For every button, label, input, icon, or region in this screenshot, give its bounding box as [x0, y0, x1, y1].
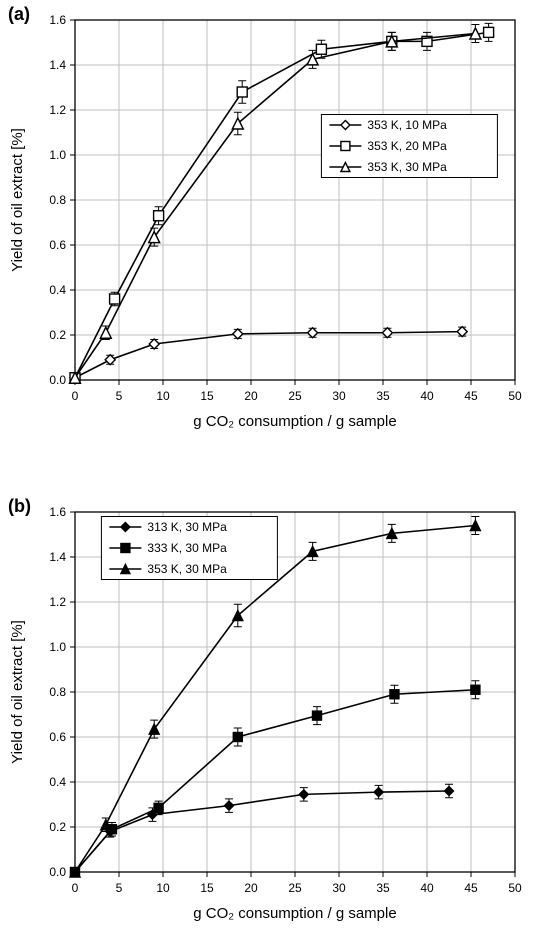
svg-text:45: 45 — [464, 389, 478, 403]
svg-text:0.4: 0.4 — [49, 283, 66, 297]
svg-text:1.6: 1.6 — [49, 13, 66, 27]
svg-text:50: 50 — [508, 881, 522, 895]
svg-text:1.0: 1.0 — [49, 640, 66, 654]
svg-text:25: 25 — [288, 389, 302, 403]
svg-text:30: 30 — [332, 389, 346, 403]
panel-b: (b) 0 5 10 15 20 25 30 35 40 45 50 0.0 0.2 0.4 0.6 0.8 1… — [0, 492, 536, 952]
svg-text:0.4: 0.4 — [49, 775, 66, 789]
svg-text:g CO₂ consumption / g sample: g CO₂ consumption / g sample — [193, 905, 396, 922]
svg-text:353 K, 30 MPa: 353 K, 30 MPa — [367, 160, 447, 174]
svg-text:353 K, 30 MPa: 353 K, 30 MPa — [147, 562, 227, 576]
svg-text:40: 40 — [420, 881, 434, 895]
svg-text:50: 50 — [508, 389, 522, 403]
svg-text:0: 0 — [72, 881, 79, 895]
svg-text:353 K, 20 MPa: 353 K, 20 MPa — [367, 139, 447, 153]
svg-text:35: 35 — [376, 881, 390, 895]
svg-text:20: 20 — [244, 389, 258, 403]
svg-text:0.0: 0.0 — [49, 865, 66, 879]
svg-text:1.6: 1.6 — [49, 505, 66, 519]
panel-a-tag: (a) — [8, 4, 30, 25]
svg-text:1.2: 1.2 — [49, 595, 66, 609]
svg-text:1.2: 1.2 — [49, 103, 66, 117]
svg-text:Yield of oil extract [%]: Yield of oil extract [%] — [9, 620, 26, 764]
svg-text:10: 10 — [156, 389, 170, 403]
svg-text:15: 15 — [200, 389, 214, 403]
svg-text:5: 5 — [116, 881, 123, 895]
svg-text:353 K, 10 MPa: 353 K, 10 MPa — [367, 118, 447, 132]
svg-text:25: 25 — [288, 881, 302, 895]
svg-text:0.6: 0.6 — [49, 238, 66, 252]
svg-text:35: 35 — [376, 389, 390, 403]
svg-text:30: 30 — [332, 881, 346, 895]
svg-text:0.8: 0.8 — [49, 193, 66, 207]
svg-text:15: 15 — [200, 881, 214, 895]
svg-text:1.4: 1.4 — [49, 58, 66, 72]
svg-text:1.0: 1.0 — [49, 148, 66, 162]
svg-text:g CO₂ consumption / g sample: g CO₂ consumption / g sample — [193, 413, 396, 430]
svg-text:0.2: 0.2 — [49, 328, 66, 342]
panel-b-tag: (b) — [8, 496, 31, 517]
svg-text:313 K, 30 MPa: 313 K, 30 MPa — [147, 520, 227, 534]
svg-text:Yield of oil extract [%]: Yield of oil extract [%] — [9, 128, 26, 272]
svg-text:0.6: 0.6 — [49, 730, 66, 744]
panel-b-svg: 0 5 10 15 20 25 30 35 40 45 50 0.0 0.2 0.4 0.6 0.8 1.0 1.… — [0, 492, 536, 952]
svg-text:0.8: 0.8 — [49, 685, 66, 699]
panel-a-svg: 0 5 10 15 20 25 30 35 40 45 50 0.0 0.2 0.4 0.6 0.8 1.0 1.… — [0, 0, 536, 460]
svg-text:0: 0 — [72, 389, 79, 403]
svg-text:20: 20 — [244, 881, 258, 895]
svg-text:5: 5 — [116, 389, 123, 403]
svg-text:0.2: 0.2 — [49, 820, 66, 834]
svg-text:0.0: 0.0 — [49, 373, 66, 387]
panel-a: (a) 0 5 10 15 20 25 30 35 40 45 50 0.0 0.2 0.4 0.6 0.8 1… — [0, 0, 536, 460]
svg-text:45: 45 — [464, 881, 478, 895]
svg-text:1.4: 1.4 — [49, 550, 66, 564]
svg-text:40: 40 — [420, 389, 434, 403]
svg-text:10: 10 — [156, 881, 170, 895]
svg-text:333 K, 30 MPa: 333 K, 30 MPa — [147, 541, 227, 555]
